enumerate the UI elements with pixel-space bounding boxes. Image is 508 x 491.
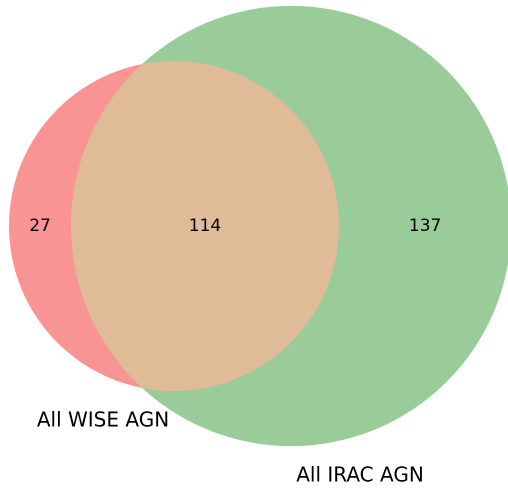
region-label: 114 [189, 216, 221, 236]
region-label: 27 [29, 216, 51, 236]
set-label: All WISE AGN [37, 408, 169, 432]
set-label: All IRAC AGN [296, 463, 424, 487]
region-label: 137 [409, 216, 441, 236]
overlap [71, 61, 339, 391]
